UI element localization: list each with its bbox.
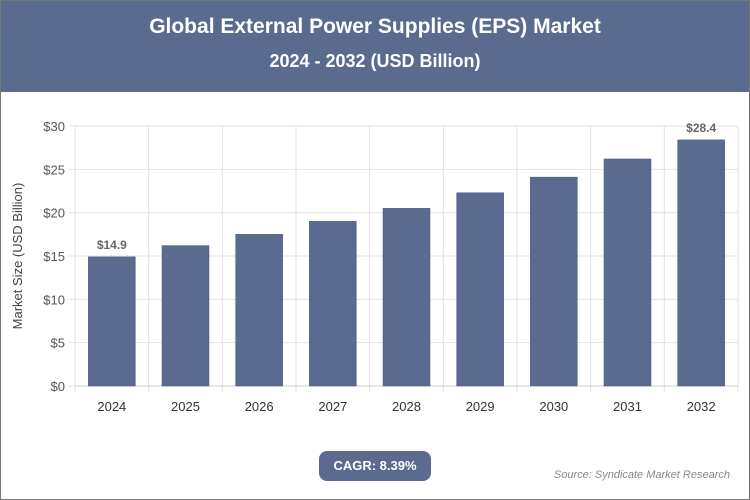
x-tick-label: 2032 — [687, 399, 716, 414]
x-tick-label: 2031 — [613, 399, 642, 414]
bar-2028 — [382, 208, 431, 387]
cagr-badge: CAGR: 8.39% — [319, 451, 431, 481]
bar-2027 — [309, 221, 357, 387]
bar-2026 — [235, 234, 283, 387]
x-tick-label: 2028 — [392, 399, 421, 414]
y-tick-label: $30 — [43, 119, 65, 134]
data-label: $28.4 — [686, 121, 716, 135]
y-tick-label: $0 — [51, 379, 65, 394]
data-label: $14.9 — [97, 238, 127, 252]
x-tick-label: 2030 — [539, 399, 568, 414]
y-tick-label: $20 — [43, 206, 65, 221]
x-tick-label: 2026 — [245, 399, 274, 414]
bar-2030 — [530, 176, 578, 387]
y-tick-label: $25 — [43, 162, 65, 177]
bar-2031 — [603, 158, 652, 387]
x-tick-label: 2029 — [466, 399, 495, 414]
y-axis-title: Market Size (USD Billion) — [10, 183, 25, 330]
y-tick-label: $15 — [43, 249, 65, 264]
y-tick-label: $5 — [51, 336, 65, 351]
bar-2025 — [161, 245, 210, 387]
y-tick-label: $10 — [43, 292, 65, 307]
bar-2032 — [677, 139, 725, 387]
bar-2029 — [456, 192, 504, 387]
bar-2024 — [88, 256, 136, 387]
source-note: Source: Syndicate Market Research — [553, 469, 730, 481]
chart-title: Global External Power Supplies (EPS) Mar… — [149, 15, 601, 38]
x-tick-label: 2027 — [318, 399, 347, 414]
chart-subtitle: 2024 - 2032 (USD Billion) — [269, 51, 481, 71]
x-tick-label: 2024 — [97, 399, 126, 414]
x-tick-label: 2025 — [171, 399, 200, 414]
chart-header: Global External Power Supplies (EPS) Mar… — [1, 1, 749, 92]
